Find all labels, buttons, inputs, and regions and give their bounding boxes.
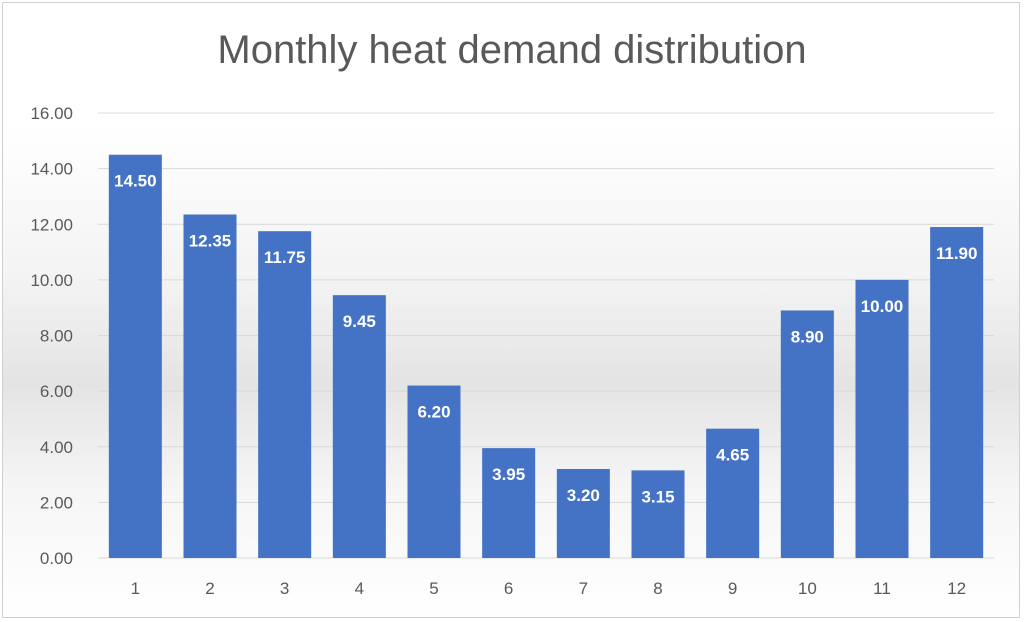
x-tick-label: 6 (504, 579, 513, 598)
x-tick-label: 4 (355, 579, 364, 598)
y-tick-label: 4.00 (40, 438, 73, 457)
bars (108, 154, 984, 558)
y-tick-label: 0.00 (40, 549, 73, 568)
bar (930, 227, 984, 558)
grid-lines (98, 112, 994, 559)
y-tick-label: 6.00 (40, 382, 73, 401)
bar-value-label: 3.20 (567, 486, 600, 505)
bar-value-label: 3.15 (641, 487, 674, 506)
bar-value-label: 14.50 (114, 172, 157, 191)
x-tick-label: 2 (205, 579, 214, 598)
x-tick-label: 10 (798, 579, 817, 598)
y-tick-label: 10.00 (30, 271, 73, 290)
bar-value-label: 11.75 (264, 248, 306, 267)
x-tick-label: 1 (131, 579, 140, 598)
bar-value-label: 6.20 (417, 403, 450, 422)
bar-value-label: 12.35 (189, 232, 232, 251)
y-axis: 0.00 2.00 4.00 6.00 8.00 10.00 12.00 14.00 16.00 (30, 104, 73, 568)
bar (183, 214, 237, 558)
y-tick-label: 14.00 (30, 160, 73, 179)
bar (108, 154, 162, 558)
bar (258, 231, 312, 558)
x-tick-label: 8 (653, 579, 662, 598)
y-tick-label: 2.00 (40, 493, 73, 512)
x-axis: 1 2 3 4 5 6 7 8 9 10 11 12 (131, 579, 967, 598)
bar-value-label: 10.00 (861, 297, 904, 316)
x-tick-label: 3 (280, 579, 289, 598)
bar (556, 469, 610, 558)
x-tick-label: 7 (579, 579, 588, 598)
y-tick-label: 16.00 (30, 104, 73, 123)
bar (407, 385, 461, 558)
bar (855, 279, 909, 558)
x-tick-label: 12 (947, 579, 966, 598)
bar-value-label: 11.90 (936, 244, 978, 263)
bar (332, 295, 386, 558)
y-tick-label: 12.00 (30, 215, 73, 234)
bar-value-label: 8.90 (791, 327, 824, 346)
bar (482, 448, 536, 558)
data-labels: 14.50 12.35 11.75 9.45 6.20 3.95 3.20 3.15 4.65 8… (114, 172, 977, 507)
bar (631, 470, 685, 558)
bar-value-label: 3.95 (492, 465, 525, 484)
bar (706, 428, 760, 558)
bar-value-label: 4.65 (716, 446, 749, 465)
chart-title: Monthly heat demand distribution (217, 28, 807, 72)
x-tick-label: 9 (728, 579, 737, 598)
bar (780, 310, 834, 558)
y-tick-label: 8.00 (40, 327, 73, 346)
x-tick-label: 11 (873, 579, 891, 598)
x-tick-label: 5 (429, 579, 438, 598)
bar-value-label: 9.45 (343, 312, 376, 331)
